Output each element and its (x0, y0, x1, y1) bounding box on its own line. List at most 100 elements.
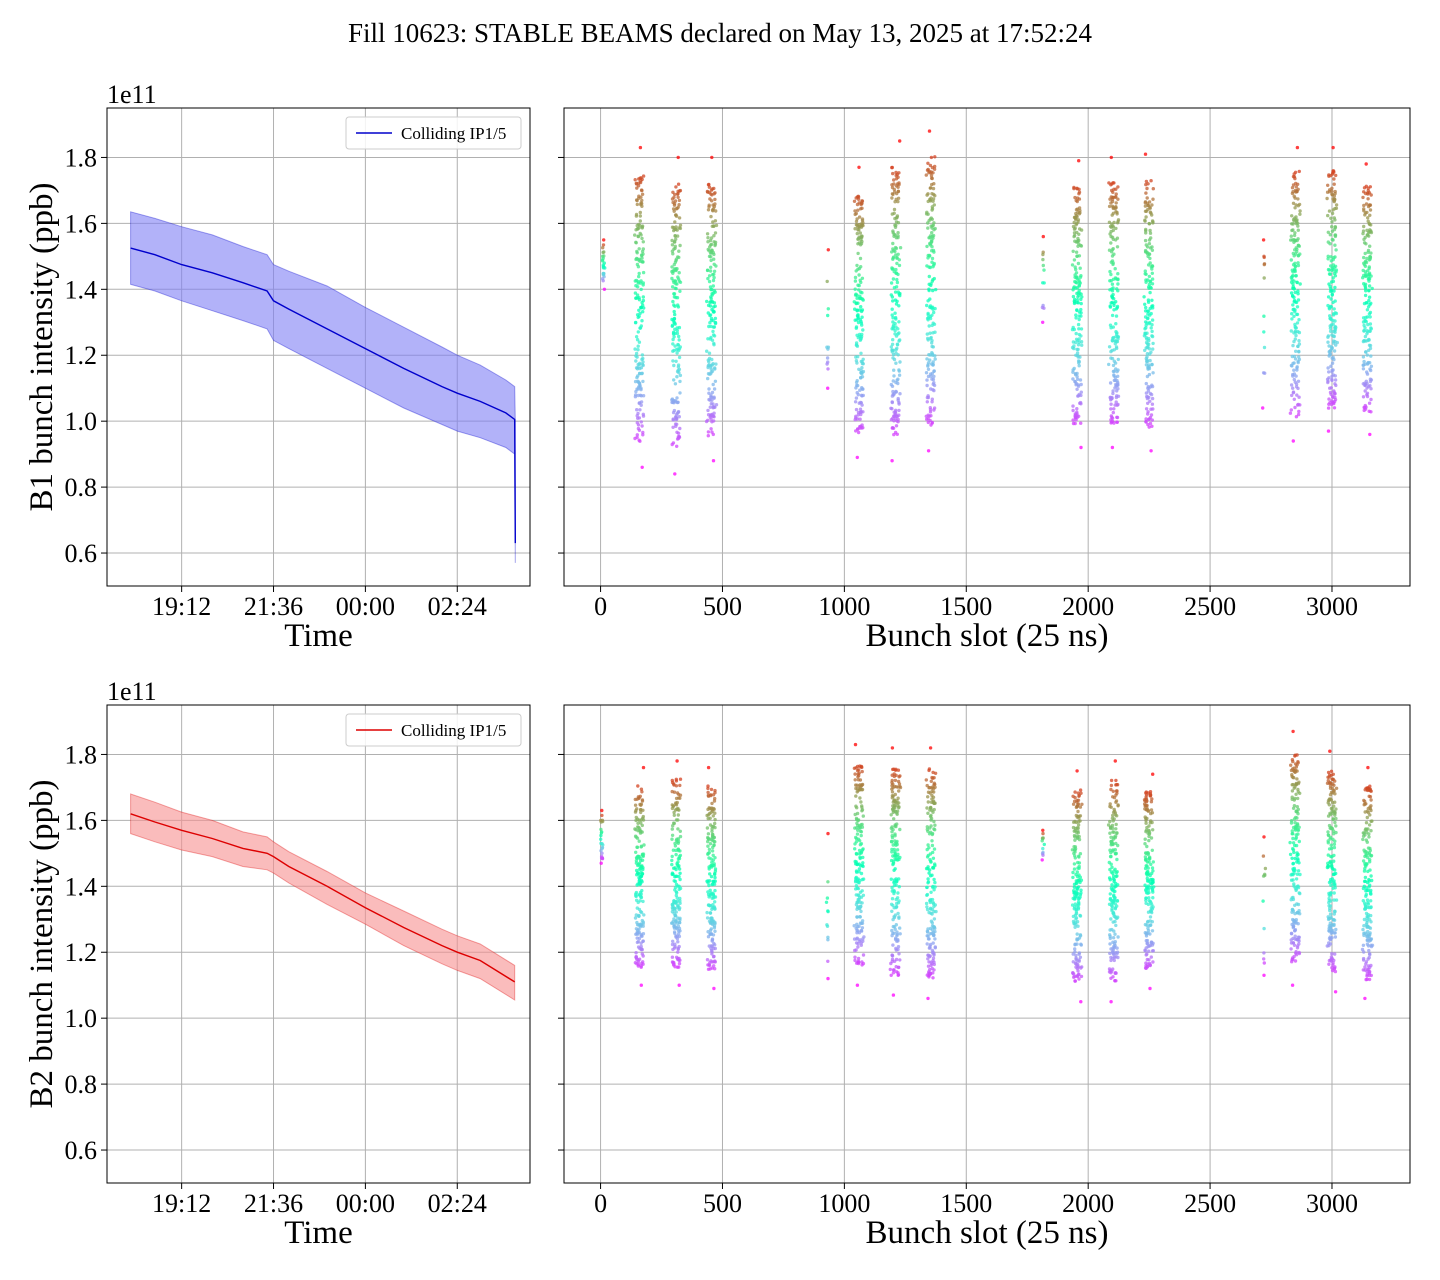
bunch-point (1074, 286, 1078, 290)
bunch-point (1076, 823, 1081, 827)
bunch-point (675, 791, 680, 795)
bunch-point (1332, 182, 1336, 186)
bunch-point (1116, 804, 1120, 808)
bunch-point (674, 214, 679, 218)
bunch-point (1298, 791, 1302, 795)
bunch-point (855, 296, 859, 300)
bunch-point (926, 964, 931, 968)
bunch-point (678, 226, 683, 231)
bunch-point (1079, 340, 1084, 344)
bunch-point (1297, 409, 1301, 414)
bunch-point (890, 394, 895, 398)
bunch-point (932, 228, 936, 232)
bunch-point (931, 382, 935, 386)
bunch-point (1361, 956, 1366, 961)
bunch-point (891, 993, 896, 997)
bunch-point (1113, 906, 1118, 910)
bunch-point (677, 203, 681, 207)
bunch-point (1075, 387, 1079, 391)
bunch-point (1076, 791, 1080, 795)
bunch-point (638, 219, 642, 223)
bunch-point (931, 388, 935, 392)
bunch-point (925, 193, 929, 197)
bunch-point (889, 293, 893, 297)
bunch-point (640, 799, 645, 803)
bunch-point (930, 208, 934, 212)
bunch-point (890, 350, 894, 354)
bunch-point (600, 813, 604, 818)
bunch-point (853, 279, 858, 283)
bunch-point (1150, 219, 1155, 223)
legend-box (345, 116, 522, 150)
bunch-point (1295, 825, 1299, 830)
bunch-point (1112, 407, 1116, 411)
bunch-point (1114, 834, 1118, 838)
bunch-point (677, 271, 681, 275)
bunch-point (1071, 960, 1076, 964)
bunch-point (932, 250, 936, 254)
bunch-point (709, 188, 714, 192)
bunch-point (633, 178, 637, 182)
bunch-point (1072, 882, 1077, 886)
bunch-point (1289, 383, 1294, 387)
bunch-point (1293, 770, 1297, 774)
bunch-point (1075, 874, 1080, 879)
bunch-point (1148, 290, 1152, 295)
bunch-point (634, 214, 639, 218)
bunch-point (708, 269, 713, 273)
bunch-point (1145, 337, 1149, 341)
bunch-point (895, 277, 899, 282)
bunch-point (925, 783, 929, 788)
bunch-point (710, 836, 714, 840)
bunch-point (891, 229, 895, 233)
bunch-point (1296, 344, 1300, 349)
bunch-point (670, 243, 675, 247)
bunch-point (860, 769, 864, 774)
bunch-point (1151, 341, 1155, 346)
plot-area (130, 211, 516, 563)
bunch-point (1114, 800, 1118, 804)
bunch-point (634, 828, 638, 832)
bunch-point (710, 919, 715, 923)
bunch-point (925, 907, 930, 912)
bunch-point (1113, 915, 1118, 919)
bunch-point (1293, 206, 1297, 210)
legend-label: Colliding IP1/5 (401, 721, 506, 740)
bunch-point (853, 400, 858, 404)
bunch-point (711, 382, 715, 387)
bunch-point (927, 274, 931, 279)
bunch-point (1079, 301, 1083, 306)
bunch-point (641, 852, 646, 856)
bunch-point (1368, 970, 1372, 974)
bunch-point (1295, 365, 1299, 369)
bunch-point (1365, 934, 1369, 939)
bunch-point (932, 960, 936, 964)
bunch-point (932, 310, 936, 315)
bunch-point (677, 864, 681, 868)
bunch-point (1112, 869, 1116, 873)
bunch-point (853, 826, 857, 830)
bunch-point (1367, 823, 1372, 827)
bunch-point (707, 837, 711, 841)
bunch-point (890, 889, 894, 893)
bunch-point (1328, 916, 1332, 921)
bunch-point (1326, 770, 1331, 775)
bunch-point (898, 293, 902, 298)
bunch-point (894, 351, 898, 355)
bunch-point (1114, 314, 1119, 318)
bunch-point (1074, 820, 1079, 825)
bunch-point (637, 308, 641, 312)
bunch-point (1074, 907, 1079, 912)
bunch-point (678, 280, 683, 284)
bunch-point (1148, 210, 1153, 214)
bunch-point (1291, 775, 1295, 780)
bunch-point (1291, 391, 1296, 395)
bunch-point (1079, 228, 1084, 232)
bunch-point (1367, 298, 1371, 303)
bunch-point (1290, 222, 1294, 226)
bunch-point (1114, 205, 1118, 209)
bunch-point (1116, 955, 1120, 960)
bunch-point (1331, 300, 1335, 305)
bunch-point (1075, 769, 1079, 773)
bunch-point (634, 240, 638, 244)
